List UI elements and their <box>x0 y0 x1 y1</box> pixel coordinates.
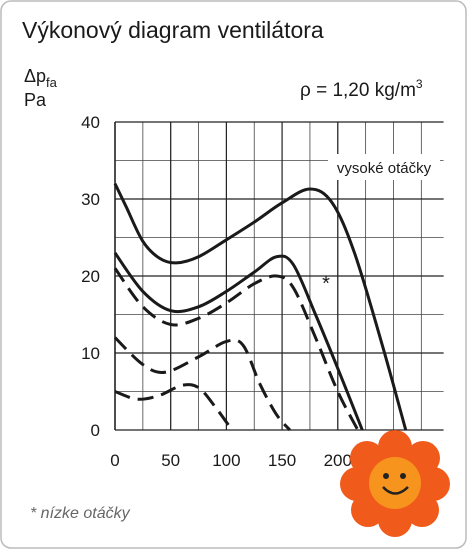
y-tick-label: 40 <box>81 113 100 132</box>
flower-decoration <box>340 430 450 537</box>
y-label-sub: fa <box>46 75 58 90</box>
series-line <box>113 336 292 432</box>
series-line <box>113 267 360 431</box>
y-label: Δpfa <box>24 66 58 90</box>
star-mark: * <box>322 273 330 295</box>
curve-label: vysoké otáčky <box>337 160 432 177</box>
density-sup: 3 <box>416 77 423 91</box>
y-unit: Pa <box>24 90 47 110</box>
series-line <box>113 182 408 431</box>
y-tick-label: 20 <box>81 267 100 286</box>
curve-label-bg <box>328 154 440 180</box>
footnote: * nízke otáčky <box>30 505 131 522</box>
y-tick-label: 30 <box>81 190 100 209</box>
plot: 0 10 20 30 40 0 50 100 150 200 * vysoké otáčky <box>81 113 444 470</box>
y-tick-label: 0 <box>91 421 100 440</box>
x-tick-label: 0 <box>110 451 119 470</box>
x-tick-label: 100 <box>212 451 240 470</box>
series-line <box>113 252 364 431</box>
y-label-main: Δp <box>24 66 46 86</box>
density-text: ρ = 1,20 kg/m <box>300 80 416 101</box>
chart-title: Výkonový diagram ventilátora <box>22 17 324 43</box>
density-label: ρ = 1,20 kg/m3 <box>300 77 423 101</box>
y-tick-label: 10 <box>81 344 100 363</box>
x-tick-label: 150 <box>268 451 296 470</box>
x-tick-label: 50 <box>161 451 180 470</box>
x-tick-label: 200 <box>324 451 352 470</box>
